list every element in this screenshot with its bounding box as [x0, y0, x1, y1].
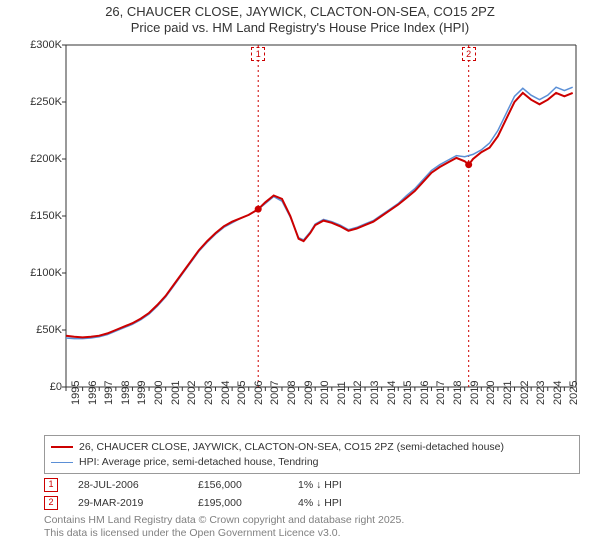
- sale-row: 1 28-JUL-2006 £156,000 1% ↓ HPI: [44, 478, 580, 492]
- xtick-label: 2001: [170, 380, 182, 404]
- xtick-label: 2017: [435, 380, 447, 404]
- xtick-label: 2008: [286, 380, 298, 404]
- ytick-label: £100K: [30, 267, 62, 279]
- legend-item: HPI: Average price, semi-detached house,…: [51, 455, 573, 470]
- xtick-label: 2020: [485, 380, 497, 404]
- sale-row-pct: 1% ↓ HPI: [298, 479, 378, 491]
- sale-row-date: 28-JUL-2006: [78, 479, 178, 491]
- sale-row-price: £195,000: [198, 497, 278, 509]
- xtick-label: 2024: [552, 380, 564, 404]
- xtick-label: 2016: [419, 380, 431, 404]
- series-price_paid: [66, 92, 573, 337]
- xtick-label: 2023: [535, 380, 547, 404]
- xtick-label: 2007: [269, 380, 281, 404]
- xtick-label: 2015: [402, 380, 414, 404]
- xtick-label: 2002: [186, 380, 198, 404]
- sale-flag-2: 2: [462, 47, 476, 61]
- license-line-1: Contains HM Land Registry data © Crown c…: [44, 514, 580, 527]
- ytick-label: £200K: [30, 153, 62, 165]
- xtick-label: 2012: [352, 380, 364, 404]
- xtick-label: 2014: [386, 380, 398, 404]
- xtick-label: 2019: [469, 380, 481, 404]
- legend-label: HPI: Average price, semi-detached house,…: [79, 455, 319, 470]
- xtick-label: 1996: [87, 380, 99, 404]
- xtick-label: 2010: [319, 380, 331, 404]
- xtick-label: 2006: [253, 380, 265, 404]
- xtick-label: 2009: [303, 380, 315, 404]
- xtick-label: 1995: [70, 380, 82, 404]
- ytick-label: £300K: [30, 39, 62, 51]
- xtick-label: 2018: [452, 380, 464, 404]
- series-hpi: [66, 87, 573, 338]
- legend-item: 26, CHAUCER CLOSE, JAYWICK, CLACTON-ON-S…: [51, 440, 573, 455]
- legend-label: 26, CHAUCER CLOSE, JAYWICK, CLACTON-ON-S…: [79, 440, 504, 455]
- xtick-label: 2000: [153, 380, 165, 404]
- title-line-1: 26, CHAUCER CLOSE, JAYWICK, CLACTON-ON-S…: [0, 4, 600, 20]
- sale-data-points: 1 28-JUL-2006 £156,000 1% ↓ HPI 2 29-MAR-2019…: [44, 478, 580, 510]
- legend: 26, CHAUCER CLOSE, JAYWICK, CLACTON-ON-S…: [44, 435, 580, 474]
- xtick-label: 2025: [568, 380, 580, 404]
- xtick-label: 2005: [236, 380, 248, 404]
- sale-dot-1: [255, 205, 262, 212]
- ytick-label: £0: [50, 381, 62, 393]
- sale-row-marker: 1: [44, 478, 58, 492]
- license-line-2: This data is licensed under the Open Gov…: [44, 527, 580, 540]
- xtick-label: 2011: [336, 381, 348, 405]
- xtick-label: 2022: [519, 380, 531, 404]
- xtick-label: 2004: [220, 380, 232, 404]
- legend-swatch: [51, 462, 73, 464]
- sale-flag-1: 1: [251, 47, 265, 61]
- sale-dot-2: [465, 161, 472, 168]
- sale-row: 2 29-MAR-2019 £195,000 4% ↓ HPI: [44, 496, 580, 510]
- legend-swatch: [51, 446, 73, 448]
- chart-area: £0 £50K £100K £150K £200K £250K £300K 1995 1996 1…: [30, 39, 590, 429]
- xtick-label: 1997: [103, 380, 115, 404]
- ytick-label: £150K: [30, 210, 62, 222]
- xtick-label: 2021: [502, 380, 514, 404]
- xtick-label: 2003: [203, 380, 215, 404]
- xtick-label: 2013: [369, 380, 381, 404]
- xtick-label: 1998: [120, 380, 132, 404]
- sale-row-price: £156,000: [198, 479, 278, 491]
- title-line-2: Price paid vs. HM Land Registry's House …: [0, 20, 600, 36]
- titles: 26, CHAUCER CLOSE, JAYWICK, CLACTON-ON-S…: [0, 0, 600, 37]
- ytick-label: £50K: [36, 324, 62, 336]
- sale-row-date: 29-MAR-2019: [78, 497, 178, 509]
- root: 26, CHAUCER CLOSE, JAYWICK, CLACTON-ON-S…: [0, 0, 600, 560]
- xtick-label: 1999: [136, 380, 148, 404]
- sale-row-pct: 4% ↓ HPI: [298, 497, 378, 509]
- ytick-label: £250K: [30, 96, 62, 108]
- plot: [30, 39, 590, 429]
- license-text: Contains HM Land Registry data © Crown c…: [44, 514, 580, 540]
- sale-row-marker: 2: [44, 496, 58, 510]
